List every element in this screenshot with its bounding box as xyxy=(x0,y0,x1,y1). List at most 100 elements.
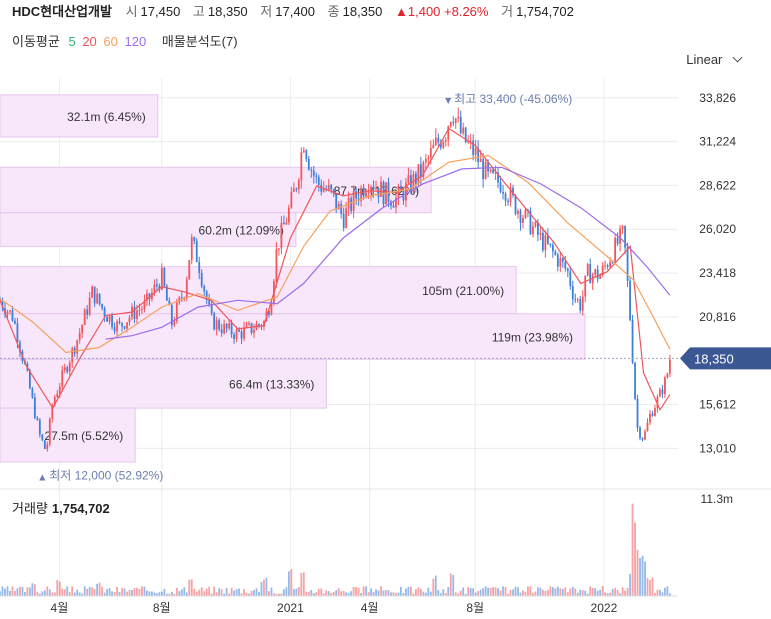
volume-bar xyxy=(28,587,31,596)
candle-body xyxy=(566,268,569,272)
volume-bar xyxy=(454,592,457,596)
volume-bar xyxy=(93,588,96,596)
volume-legend-title: 거래량 xyxy=(12,501,48,516)
candle-body xyxy=(195,240,198,263)
candle-body xyxy=(601,265,604,276)
volume-bar xyxy=(233,590,235,596)
volume-bar xyxy=(629,574,631,596)
ma-60-label[interactable]: 60 xyxy=(103,34,118,49)
volume-profile-toggle[interactable]: 매물분석도(7) xyxy=(161,34,238,49)
candle-body xyxy=(228,322,231,329)
volume-bar xyxy=(599,589,602,596)
volume-profile-label: 60.2m (12.09%) xyxy=(199,224,284,238)
ma-5-label[interactable]: 5 xyxy=(68,34,76,49)
candle-body xyxy=(529,210,532,235)
volume-bar xyxy=(467,587,470,596)
volume-profile-bar xyxy=(0,407,136,463)
candle-body xyxy=(103,308,106,317)
volume-bar xyxy=(213,586,216,596)
candle-body xyxy=(185,279,188,298)
volume-bar xyxy=(392,592,395,596)
volume-bar xyxy=(31,583,34,596)
volume-bar xyxy=(427,587,430,596)
volume-bar xyxy=(432,578,435,596)
candle-body xyxy=(624,225,626,248)
volume-bar xyxy=(243,589,245,596)
volume-bar xyxy=(218,588,221,596)
candle-body xyxy=(641,437,644,440)
volume-bar xyxy=(19,586,21,596)
volume-bar xyxy=(200,587,203,596)
close-label: 종 xyxy=(327,4,340,19)
candle-body xyxy=(352,191,355,211)
volume-bar xyxy=(556,586,559,596)
candle-body xyxy=(544,235,547,251)
candle-body xyxy=(71,348,74,363)
candle-body xyxy=(136,310,138,319)
ma-120-label[interactable]: 120 xyxy=(124,34,147,49)
volume-bar xyxy=(512,589,514,596)
volume-bar xyxy=(385,590,387,596)
candle-body xyxy=(121,322,123,327)
volume-bar xyxy=(537,587,539,596)
volume-max-label: 11.3m xyxy=(701,492,733,506)
candle-body xyxy=(138,309,141,311)
candle-body xyxy=(375,188,377,190)
volume-bar xyxy=(377,590,380,596)
low-label: 저 xyxy=(260,4,273,19)
volume-bar xyxy=(549,586,552,596)
candle-body xyxy=(512,187,514,196)
volume-bar xyxy=(48,589,51,596)
low-value: 17,400 xyxy=(275,4,316,19)
volume-bar xyxy=(646,578,649,596)
candle-body xyxy=(225,323,228,329)
volume-bar xyxy=(594,588,597,596)
scale-mode-button[interactable]: Linear xyxy=(686,52,743,67)
volume-bar xyxy=(126,591,128,596)
volume-bar xyxy=(566,592,569,596)
candle-body xyxy=(400,186,402,191)
candle-body xyxy=(664,377,666,394)
candle-body xyxy=(340,203,343,214)
candle-body xyxy=(507,200,509,203)
volume-bar xyxy=(375,589,377,596)
candle-body xyxy=(427,157,430,159)
volume-bar xyxy=(596,590,599,596)
volume-bar xyxy=(265,577,268,596)
volume-bar xyxy=(220,589,223,596)
candle-body xyxy=(556,254,559,267)
candle-body xyxy=(168,300,171,306)
volume-bar xyxy=(26,587,29,596)
candle-body xyxy=(153,284,156,293)
volume-bar xyxy=(180,589,183,596)
candle-body xyxy=(532,226,534,235)
volume-bar xyxy=(387,590,390,596)
volume-profile-label: 66.4m (13.33%) xyxy=(229,378,314,392)
candle-body xyxy=(497,172,499,183)
candle-body xyxy=(517,210,519,214)
volume-bar xyxy=(253,590,255,596)
ma-20-label[interactable]: 20 xyxy=(82,34,97,49)
candle-body xyxy=(200,273,203,287)
candle-body xyxy=(454,118,457,123)
candle-body xyxy=(28,370,31,389)
volume-bar xyxy=(624,590,626,596)
candle-body xyxy=(564,261,567,269)
candle-body xyxy=(666,373,669,378)
candle-body xyxy=(240,331,243,339)
y-tick-label: 33,826 xyxy=(699,91,736,105)
candle-body xyxy=(250,323,253,333)
volume-bar xyxy=(116,586,118,596)
volume-bar xyxy=(539,587,542,596)
volume-legend: 거래량 1,754,702 xyxy=(12,498,110,517)
volume-bar xyxy=(66,586,69,596)
volume-bar xyxy=(238,588,240,596)
candle-body xyxy=(541,232,544,251)
volume-bar xyxy=(444,592,447,596)
candle-body xyxy=(98,293,101,304)
volume-bar xyxy=(447,587,450,596)
close-value: 18,350 xyxy=(342,4,383,19)
volume-bar xyxy=(372,591,375,596)
volume-bar xyxy=(527,586,529,596)
